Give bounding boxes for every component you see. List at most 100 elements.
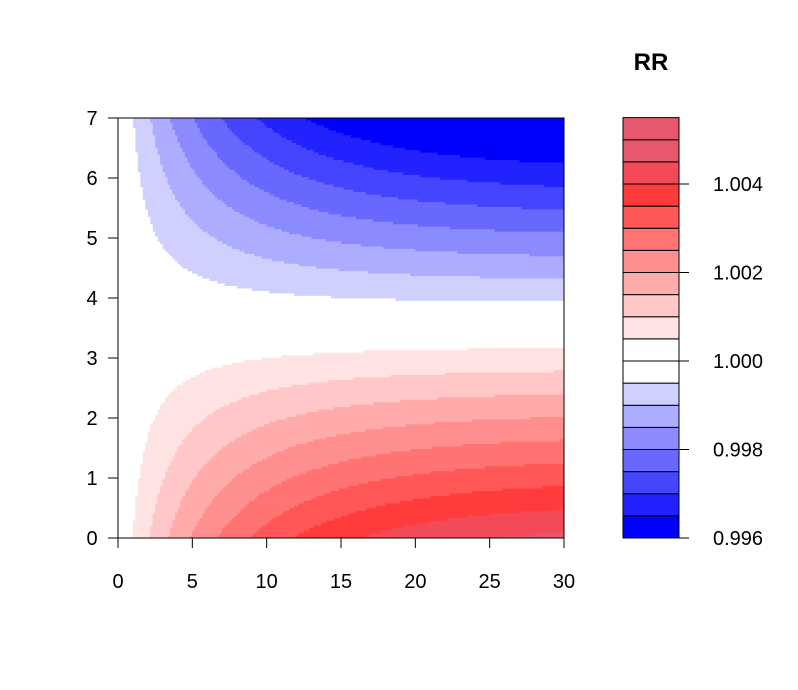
contour-cell (118, 206, 146, 211)
contour-cell (231, 246, 384, 250)
contour-cell (165, 399, 238, 403)
contour-cell (534, 533, 564, 537)
contour-cell (160, 488, 188, 492)
contour-cell (214, 409, 320, 413)
contour-cell (390, 528, 564, 532)
contour-cell (323, 182, 501, 186)
contour-cell (301, 145, 394, 149)
contour-cell (135, 150, 159, 154)
contour-cell (479, 276, 564, 280)
contour-cell (152, 122, 174, 127)
contour-cell (118, 498, 136, 502)
contour-cell (118, 528, 134, 532)
contour-cell (147, 431, 191, 435)
contour-cell (118, 461, 144, 465)
contour-cell (118, 164, 139, 169)
contour-cell (147, 214, 188, 218)
contour-cell (393, 221, 564, 225)
contour-cell (118, 298, 397, 302)
contour-cell (162, 244, 228, 248)
contour-cell (118, 471, 141, 475)
contour-cell (217, 281, 564, 285)
contour-cell (118, 476, 141, 480)
contour-cell (559, 508, 564, 512)
contour-cell (244, 468, 312, 472)
contour-cell (207, 142, 245, 146)
contour-cell (137, 483, 164, 487)
contour-cell (202, 276, 481, 280)
contour-cell (118, 352, 315, 356)
contour-cell (279, 387, 564, 391)
contour-cell (472, 419, 564, 423)
legend-title: RR (634, 49, 669, 76)
contour-cell (296, 535, 364, 538)
contour-cell (189, 483, 228, 487)
contour-cell (350, 431, 564, 435)
contour-cell (209, 234, 302, 238)
contour-cell (286, 478, 382, 482)
contour-cell (447, 518, 564, 522)
contour-cell (298, 533, 372, 537)
contour-cell (118, 515, 136, 519)
legend-band (622, 272, 680, 296)
contour-cell (224, 162, 275, 166)
contour-cell (167, 179, 203, 183)
contour-cell (229, 441, 307, 445)
x-axis: 0 5 10 15 20 25 30 (112, 537, 575, 593)
contour-cell (353, 162, 564, 166)
contour-cell (118, 120, 134, 124)
contour-cell (224, 120, 263, 124)
contour-cell (306, 147, 407, 151)
contour-cell (179, 505, 208, 509)
contour-cell (132, 533, 151, 537)
contour-cell (182, 439, 236, 443)
contour-cell (157, 493, 186, 497)
contour-cell (177, 261, 285, 265)
contour-cell (118, 456, 144, 460)
contour-cell (189, 535, 218, 538)
contour-cell (132, 120, 151, 124)
contour-cell (236, 436, 327, 440)
contour-cell (554, 370, 564, 374)
contour-cell (187, 214, 245, 218)
contour-cell (197, 122, 228, 127)
contour-cell (118, 478, 139, 482)
contour-cell (236, 135, 283, 139)
contour-cell (209, 189, 265, 193)
contour-cell (256, 118, 307, 122)
contour-cell (152, 421, 201, 425)
contour-cell (172, 192, 213, 196)
contour-cell (137, 155, 161, 159)
contour-cell (244, 360, 564, 364)
contour-cell (155, 508, 179, 512)
contour-cell (363, 164, 564, 169)
contour-cell (204, 370, 555, 374)
contour-cell (170, 533, 193, 537)
contour-cell (212, 192, 270, 196)
contour-cell (162, 481, 193, 485)
contour-cell (132, 525, 151, 529)
contour-cell (179, 503, 211, 507)
contour-cell (229, 481, 283, 485)
contour-cell (137, 486, 161, 490)
contour-cell (199, 130, 233, 134)
x-tick-label: 15 (330, 571, 352, 593)
contour-cell (222, 365, 564, 369)
contour-cell (323, 125, 564, 129)
contour-cell (137, 157, 161, 161)
contour-cell (118, 382, 184, 386)
contour-cell (177, 508, 206, 512)
contour-cell (118, 268, 188, 272)
contour-cell (279, 132, 345, 136)
y-axis: 0 1 2 3 4 5 6 7 (86, 108, 119, 550)
contour-cell (177, 199, 223, 203)
contour-cell (170, 461, 208, 465)
contour-cell (118, 187, 144, 191)
contour-cell (271, 518, 335, 522)
contour-cell (170, 187, 208, 191)
contour-cell (118, 530, 134, 534)
contour-cell (222, 160, 270, 164)
contour-cell (118, 431, 149, 435)
contour-cell (256, 461, 340, 465)
contour-cell (251, 288, 564, 292)
